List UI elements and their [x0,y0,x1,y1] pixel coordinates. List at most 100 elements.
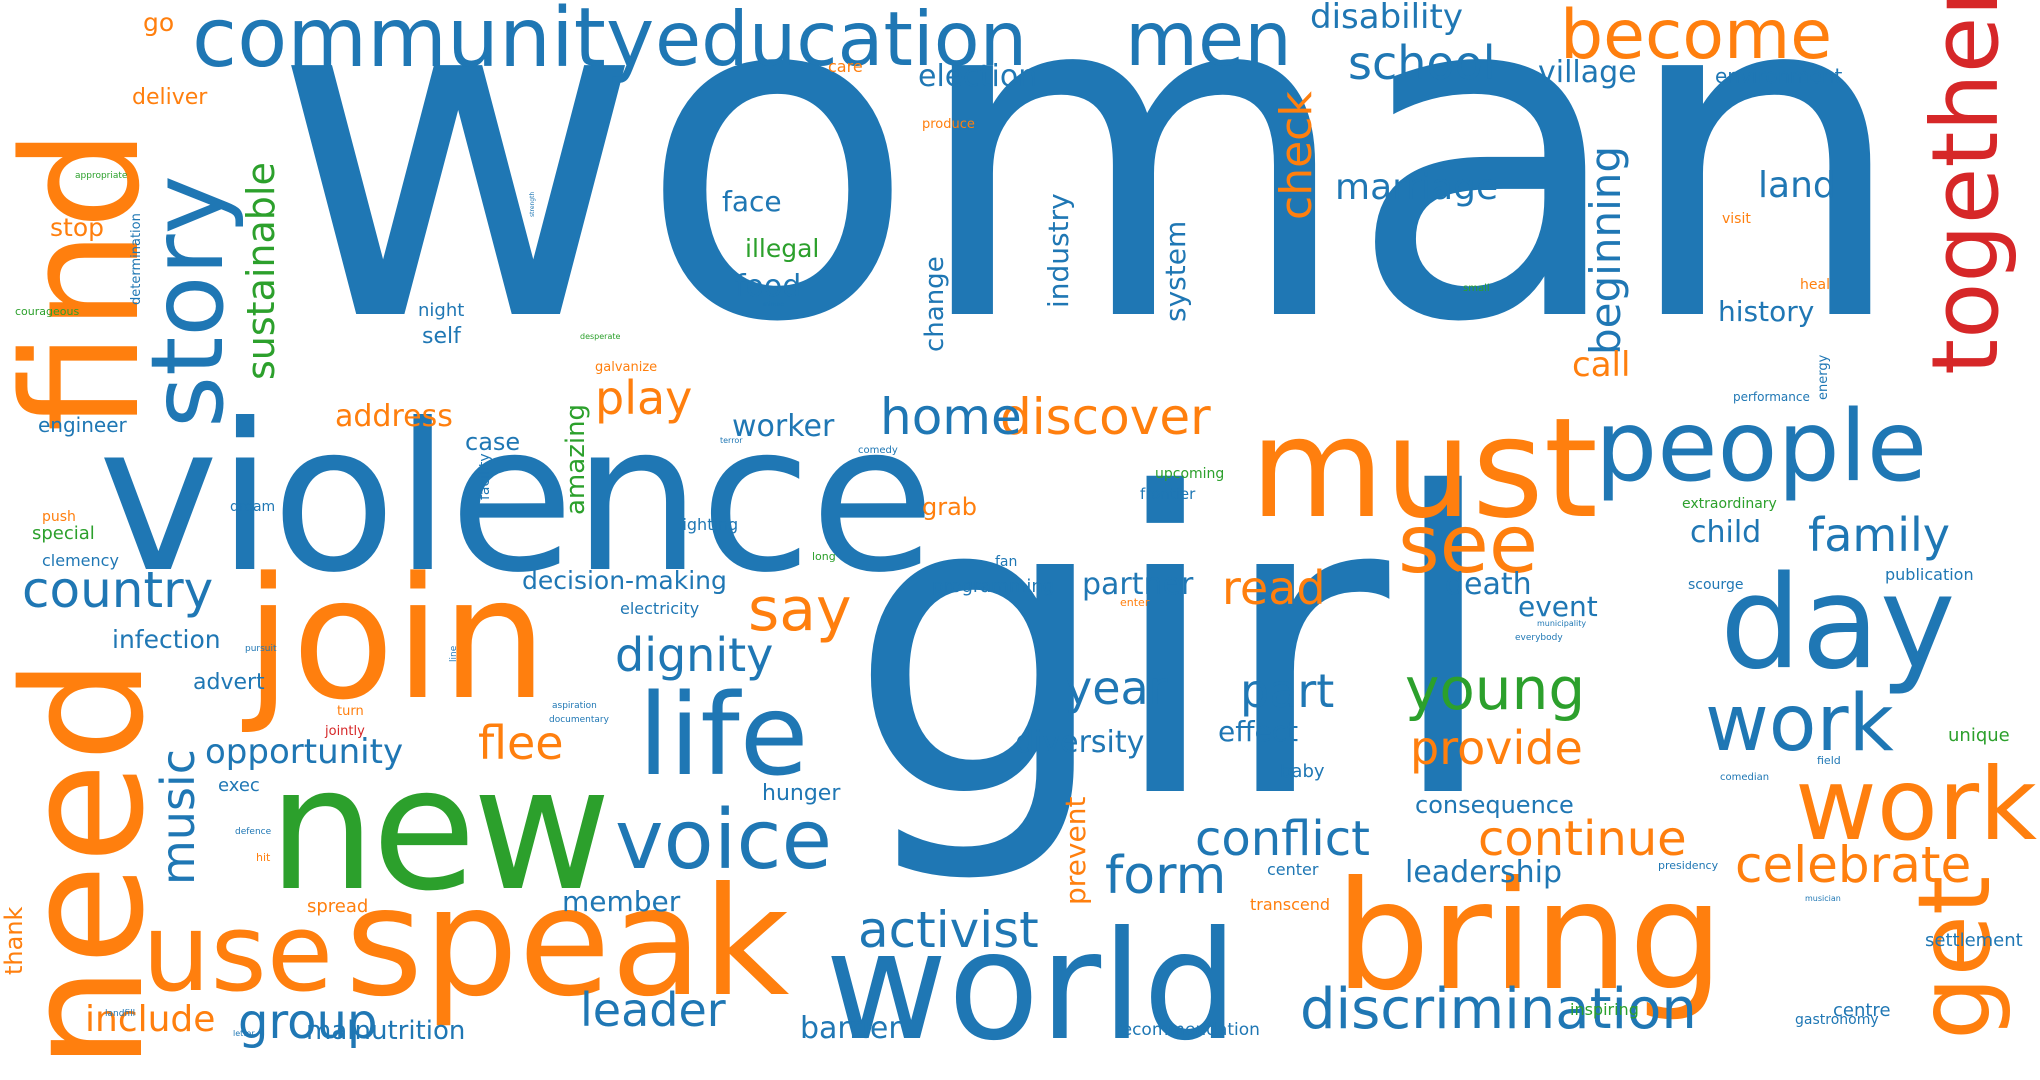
word-provide: provide [1410,721,1583,775]
word-address: address [335,399,453,434]
word-leadership: leadership [1405,855,1563,890]
word-barrier: barrier [800,1011,901,1046]
word-scourge: scourge [1688,577,1744,593]
word-engineer: engineer [38,413,127,437]
word-exec: exec [218,775,260,796]
word-upcoming: upcoming [1155,466,1225,482]
word-food: food [735,269,802,304]
word-amazing: amazing [561,403,591,515]
word-night: night [418,300,465,321]
word-music: music [151,748,205,885]
word-frontier: frontier [1140,485,1196,503]
word-desperate: desperate [580,332,621,341]
word-courageous: courageous [15,305,80,318]
word-story: story [129,175,246,428]
word-election: election [918,59,1038,94]
word-opportunity: opportunity [205,732,404,772]
word-sustainable: sustainable [239,162,283,380]
word-fan: fan [995,554,1018,570]
word-documentary: documentary [549,715,609,725]
word-say: say [748,575,852,645]
word-child: child [1690,515,1762,550]
word-voice: voice [615,793,833,888]
word-long: long [812,550,836,563]
word-check: check [1271,91,1322,220]
word-visit: visit [1722,211,1751,227]
word-comedy: comedy [858,445,898,456]
word-self: self [422,324,461,349]
word-galvanize: galvanize [595,360,658,375]
word-together: together [1912,0,2019,375]
word-people: people [1595,390,1928,504]
word-world: world [825,900,1239,1074]
word-terror: terror [720,436,743,445]
word-dream: dream [230,499,276,515]
word-performance: performance [1733,390,1810,404]
word-electricity: electricity [620,599,700,618]
word-bring: bring [1335,850,1724,1024]
word-dignity: dignity [615,628,774,682]
word-center: center [1267,860,1319,879]
word-year: year [1065,661,1168,715]
word-illegal: illegal [745,234,820,263]
word-go: go [143,8,175,37]
word-education: education [655,0,1028,83]
word-system: system [1159,220,1192,322]
word-face: face [722,185,782,218]
word-infection: infection [112,625,221,654]
word-community: community [192,0,655,86]
word-country: country [22,561,214,619]
word-consequence: consequence [1415,791,1574,819]
word-malnutrition: malnutrition [306,1016,466,1046]
word-new: new [268,731,611,929]
word-diversity: diversity [1015,725,1145,760]
word-become: become [1560,0,1833,75]
word-include: include [85,999,216,1040]
word-deliver: deliver [132,85,208,110]
word-jointly: jointly [325,724,365,739]
word-event: event [1518,590,1598,623]
word-girl: girl [848,406,1501,889]
word-partner: partner [1082,567,1194,602]
word-small: small [1463,283,1490,294]
word-aspiration: aspiration [552,701,597,711]
word-heal: heal [1800,277,1830,293]
word-extraordinary: extraordinary [1682,496,1777,512]
word-lighting: lighting [678,515,739,534]
word-strength: strength [529,191,536,217]
word-letter: letter [233,1029,255,1038]
word-decision-making: decision-making [522,566,727,595]
word-enter: enter [1120,596,1150,609]
word-spread: spread [307,896,369,917]
word-facility: facility [477,453,493,500]
word-get: get [1896,875,2013,1040]
word-baby: baby [1280,761,1325,782]
word-prevent: prevent [1059,796,1092,905]
word-stop: stop [50,213,104,242]
word-day: day [1720,549,1956,698]
word-play: play [595,371,693,425]
word-beginning: beginning [1581,145,1630,355]
word-thank: thank [0,906,28,975]
word-push: push [42,509,76,525]
word-everybody: everybody [1515,633,1563,643]
word-hit: hit [256,851,271,864]
word-discrimination: discrimination [1300,977,1697,1042]
word-musician: musician [1805,894,1841,903]
word-environment: environment [1715,64,1843,88]
word-clemency: clemency [42,551,119,570]
word-centre: centre [1833,1000,1891,1021]
word-grab: grab [922,493,978,521]
word-must: must [1250,388,1598,549]
word-gastronomy: gastronomy [1795,1012,1879,1028]
word-discover: discover [1000,388,1211,446]
word-see: see [1398,498,1539,591]
word-pursuit: pursuit [245,644,277,654]
word-family: family [1808,508,1950,562]
word-death: death [1445,567,1532,602]
word-case: case [465,428,521,456]
word-inspiring: inspiring [1570,1000,1639,1019]
word-conflict: conflict [1195,811,1370,867]
word-marriage: marriage [1335,167,1499,208]
